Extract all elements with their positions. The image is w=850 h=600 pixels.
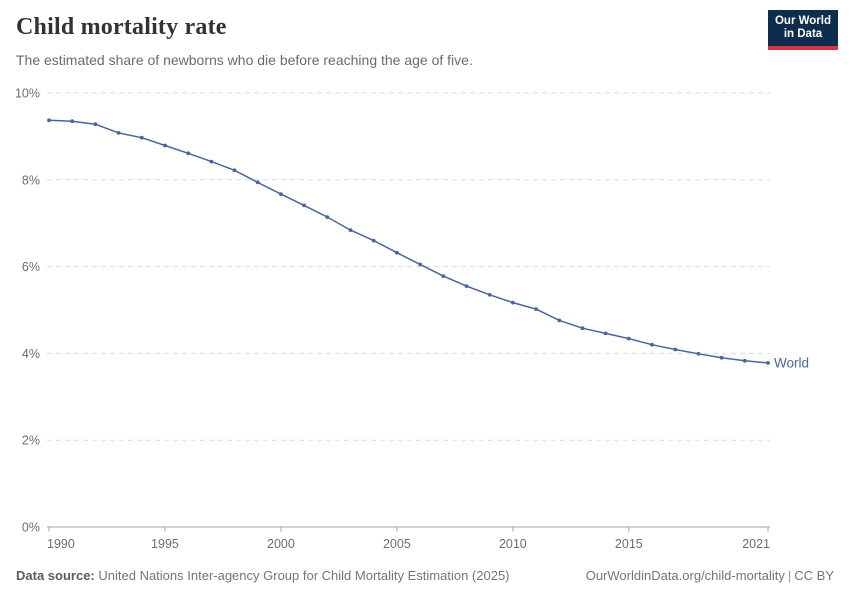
data-point[interactable]: [464, 284, 469, 288]
owid-url-link[interactable]: OurWorldinData.org/child-mortality: [585, 568, 785, 583]
data-point[interactable]: [766, 361, 770, 365]
data-point[interactable]: [580, 326, 585, 331]
y-axis-tick-label: 6%: [22, 260, 40, 274]
data-point[interactable]: [534, 307, 538, 311]
datasource-text: United Nations Inter-agency Group for Ch…: [98, 568, 510, 583]
chart-subtitle: The estimated share of newborns who die …: [16, 52, 473, 68]
x-axis-tick-label: 2005: [383, 537, 411, 551]
page-title: Child mortality rate: [16, 14, 227, 40]
series-end-label[interactable]: World: [774, 355, 809, 370]
data-point[interactable]: [70, 119, 75, 124]
data-point[interactable]: [673, 347, 678, 352]
chart-footer: Data source: United Nations Inter-agency…: [16, 568, 834, 583]
data-point[interactable]: [487, 292, 492, 297]
data-point[interactable]: [742, 358, 747, 363]
data-point[interactable]: [719, 355, 724, 360]
y-axis-tick-label: 10%: [15, 87, 40, 101]
data-point[interactable]: [511, 300, 515, 305]
footer-separator: |: [787, 568, 792, 583]
license-label: CC BY: [794, 568, 834, 583]
y-axis-tick-label: 8%: [22, 173, 40, 187]
owid-logo[interactable]: Our World in Data: [768, 10, 838, 50]
y-axis-tick-label: 0%: [22, 521, 40, 535]
data-point[interactable]: [163, 143, 167, 148]
x-axis-tick-label: 2015: [615, 537, 643, 551]
data-point[interactable]: [603, 331, 608, 336]
datasource-note: Data source: United Nations Inter-agency…: [16, 568, 510, 583]
data-point[interactable]: [47, 118, 51, 123]
data-point[interactable]: [325, 215, 330, 220]
data-point[interactable]: [186, 151, 191, 156]
owid-logo-line2: in Data: [783, 28, 823, 40]
world-series-line[interactable]: [48, 119, 769, 364]
datasource-label: Data source:: [16, 568, 95, 583]
data-point[interactable]: [279, 192, 283, 197]
y-axis-tick-label: 2%: [22, 434, 40, 448]
data-point[interactable]: [650, 342, 654, 347]
data-point[interactable]: [93, 122, 98, 127]
data-point[interactable]: [696, 351, 701, 356]
x-axis-tick-label: 2000: [267, 537, 295, 551]
data-point[interactable]: [371, 238, 376, 243]
footer-credit: OurWorldinData.org/child-mortality | CC BY: [586, 568, 834, 583]
x-axis-tick-label: 2010: [499, 537, 527, 551]
data-point[interactable]: [255, 180, 260, 185]
data-point[interactable]: [348, 228, 353, 233]
data-point[interactable]: [418, 262, 422, 267]
x-axis-tick-label: 2021: [742, 537, 770, 551]
x-axis-tick-label: 1995: [151, 537, 179, 551]
data-point[interactable]: [209, 159, 214, 164]
data-point[interactable]: [557, 318, 562, 323]
data-point[interactable]: [116, 131, 121, 135]
data-point[interactable]: [232, 168, 237, 173]
data-point[interactable]: [626, 336, 631, 341]
data-point[interactable]: [139, 135, 144, 140]
data-point[interactable]: [395, 250, 399, 255]
data-point[interactable]: [302, 203, 306, 208]
owid-logo-line1: Our World: [774, 15, 831, 27]
y-axis-tick-label: 4%: [22, 347, 40, 361]
x-axis-tick-label: 1990: [47, 537, 75, 551]
data-point[interactable]: [441, 274, 446, 278]
